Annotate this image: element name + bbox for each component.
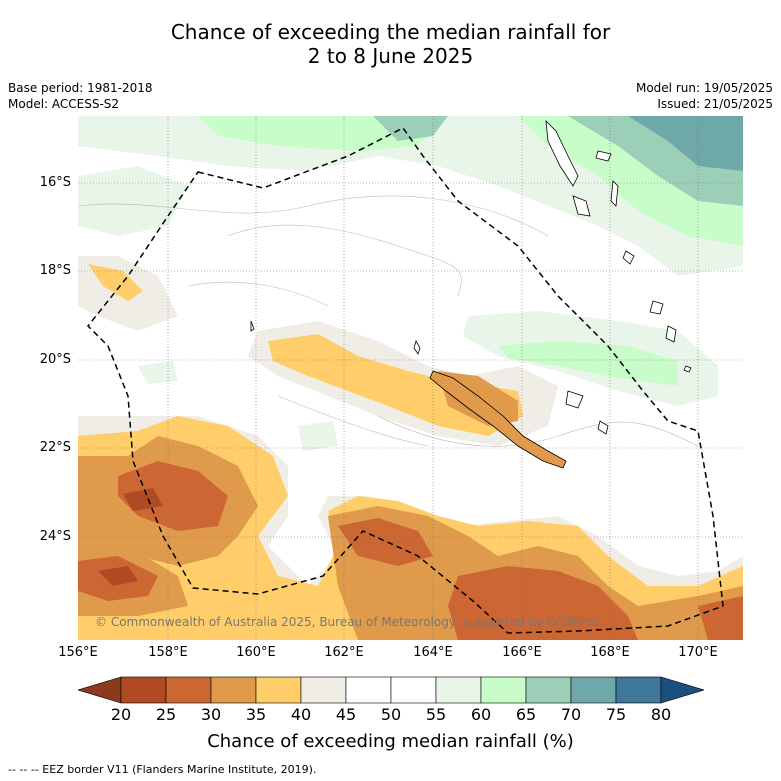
lon-label-156e: 156°E: [58, 645, 98, 660]
colorbar-segment: [345, 676, 392, 704]
eez-border: [86, 127, 724, 634]
colorbar-segment: [390, 676, 437, 704]
lat-label-24s: 24°S: [39, 529, 71, 544]
colorbar-tick-label: 65: [515, 705, 537, 724]
colorbar-tick-label: 25: [155, 705, 177, 724]
lat-label-16s: 16°S: [39, 175, 71, 190]
lon-label-162e: 162°E: [324, 645, 364, 660]
lat-label-20s: 20°S: [39, 352, 71, 367]
colorbar-segment: [210, 676, 257, 704]
colorbar-tick-label: 45: [335, 705, 357, 724]
colorbar-segment: [615, 676, 662, 704]
colorbar-tick-label: 20: [110, 705, 132, 724]
model-run-text: Model run: 19/05/2025: [635, 81, 773, 95]
coastlines: [250, 119, 692, 469]
lon-label-166e: 166°E: [502, 645, 542, 660]
colorbar-tick-label: 40: [290, 705, 312, 724]
colorbar-tick-label: 30: [200, 705, 222, 724]
chart-title-line2: 2 to 8 June 2025: [307, 44, 474, 68]
colorbar-title: Chance of exceeding median rainfall (%): [207, 731, 574, 752]
colorbar-tick-label: 75: [605, 705, 627, 724]
above-median-regions: [78, 116, 743, 451]
lat-label-22s: 22°S: [39, 440, 71, 455]
colorbar-tick-label: 35: [245, 705, 267, 724]
colorbar-tick-label: 80: [650, 705, 672, 724]
rainfall-map: © Commonwealth of Australia 2025, Bureau…: [78, 116, 743, 640]
lon-label-170e: 170°E: [678, 645, 718, 660]
colorbar-segment: [480, 676, 527, 704]
chart-title-line1: Chance of exceeding the median rainfall …: [170, 20, 611, 44]
lon-label-160e: 160°E: [236, 645, 276, 660]
colorbar-segment: [120, 676, 167, 704]
lon-label-164e: 164°E: [413, 645, 453, 660]
issued-text: Issued: 21/05/2025: [657, 97, 773, 111]
colorbar-extend-low: [78, 676, 122, 704]
base-period-text: Base period: 1981-2018: [8, 81, 153, 95]
colorbar-segment: [300, 676, 347, 704]
colorbar-tick-label: 55: [425, 705, 447, 724]
eez-legend-text: -- -- -- EEZ border V11 (Flanders Marine…: [8, 763, 317, 776]
colorbar-tick-label: 50: [380, 705, 402, 724]
colorbar-extend-high: [660, 676, 704, 704]
model-text: Model: ACCESS-S2: [8, 97, 120, 111]
colorbar-tick-label: 70: [560, 705, 582, 724]
colorbar-segment: [570, 676, 617, 704]
lat-label-18s: 18°S: [39, 263, 71, 278]
lon-label-158e: 158°E: [148, 645, 188, 660]
colorbar-segment: [525, 676, 572, 704]
colorbar-segment: [255, 676, 302, 704]
colorbar: [78, 676, 704, 704]
colorbar-segment: [165, 676, 212, 704]
colorbar-tick-label: 60: [470, 705, 492, 724]
lon-label-168e: 168°E: [590, 645, 630, 660]
below-median-regions: [78, 256, 743, 640]
colorbar-segment: [435, 676, 482, 704]
contour-lines: [78, 195, 699, 447]
copyright-text: © Commonwealth of Australia 2025, Bureau…: [95, 615, 600, 629]
